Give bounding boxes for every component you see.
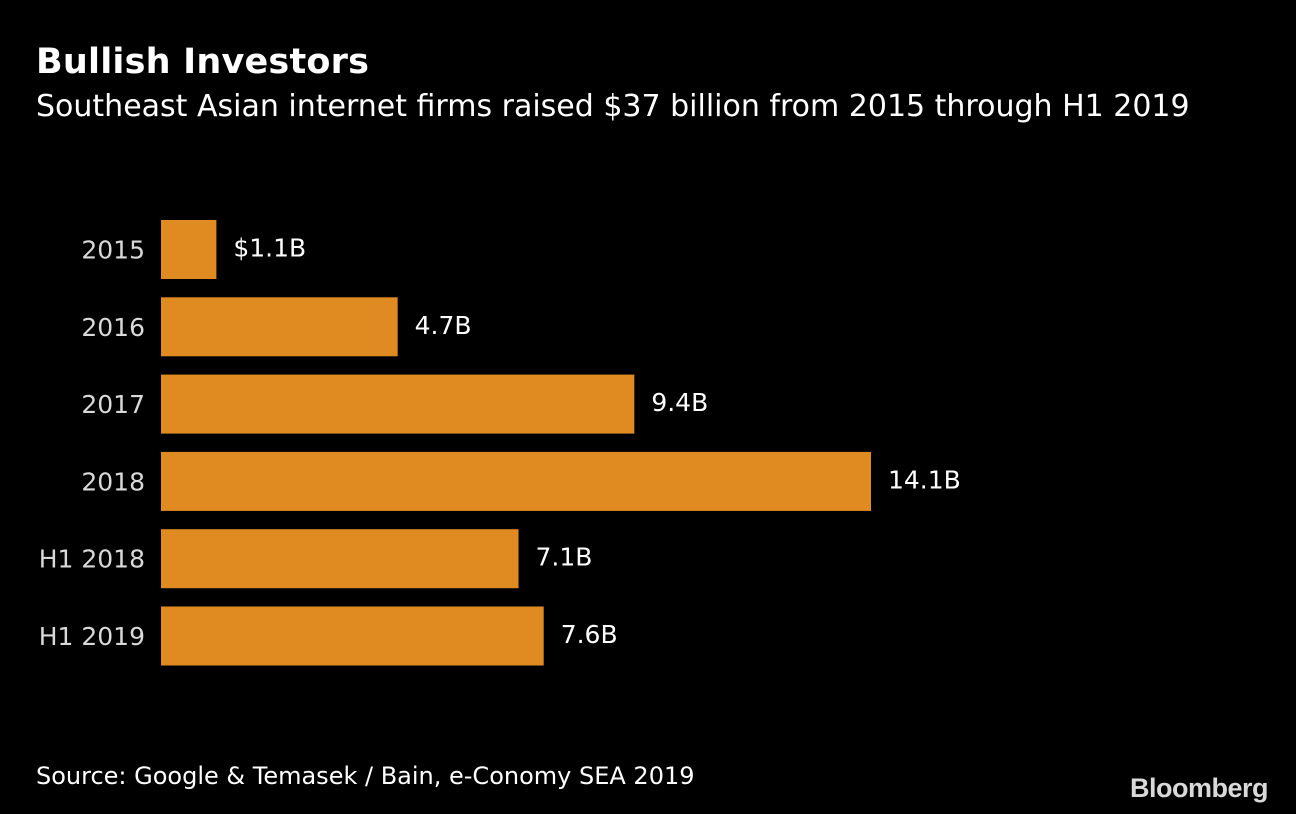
bar-2016	[161, 297, 398, 357]
source-note: Source: Google & Temasek / Bain, e-Conom…	[36, 762, 695, 790]
category-label: H1 2018	[39, 545, 145, 574]
bar-h1-2019	[161, 606, 544, 666]
category-label: 2018	[81, 467, 145, 496]
value-label: $1.1B	[233, 234, 306, 263]
bar-2015	[161, 220, 217, 279]
value-label: 7.6B	[561, 620, 618, 649]
value-label: 4.7B	[415, 311, 472, 340]
value-label: 14.1B	[888, 465, 961, 494]
value-label: 9.4B	[651, 388, 708, 417]
category-label: 2017	[81, 390, 145, 419]
value-label: 7.1B	[536, 543, 593, 572]
bar-2018	[161, 451, 871, 511]
chart-subtitle: Southeast Asian internet firms raised $3…	[36, 89, 1190, 124]
bar-2017	[161, 374, 635, 434]
bar-h1-2018	[161, 529, 519, 589]
bloomberg-logo: Bloomberg	[1129, 773, 1269, 803]
category-label: 2015	[81, 236, 145, 265]
category-label: 2016	[81, 313, 145, 342]
chart-title: Bullish Investors	[36, 42, 370, 82]
bar-chart: 2015 $1.1B 2016 4.7B 2017 9.4B 2018 14.1B H1 201…	[39, 220, 961, 666]
category-label: H1 2019	[39, 622, 145, 651]
